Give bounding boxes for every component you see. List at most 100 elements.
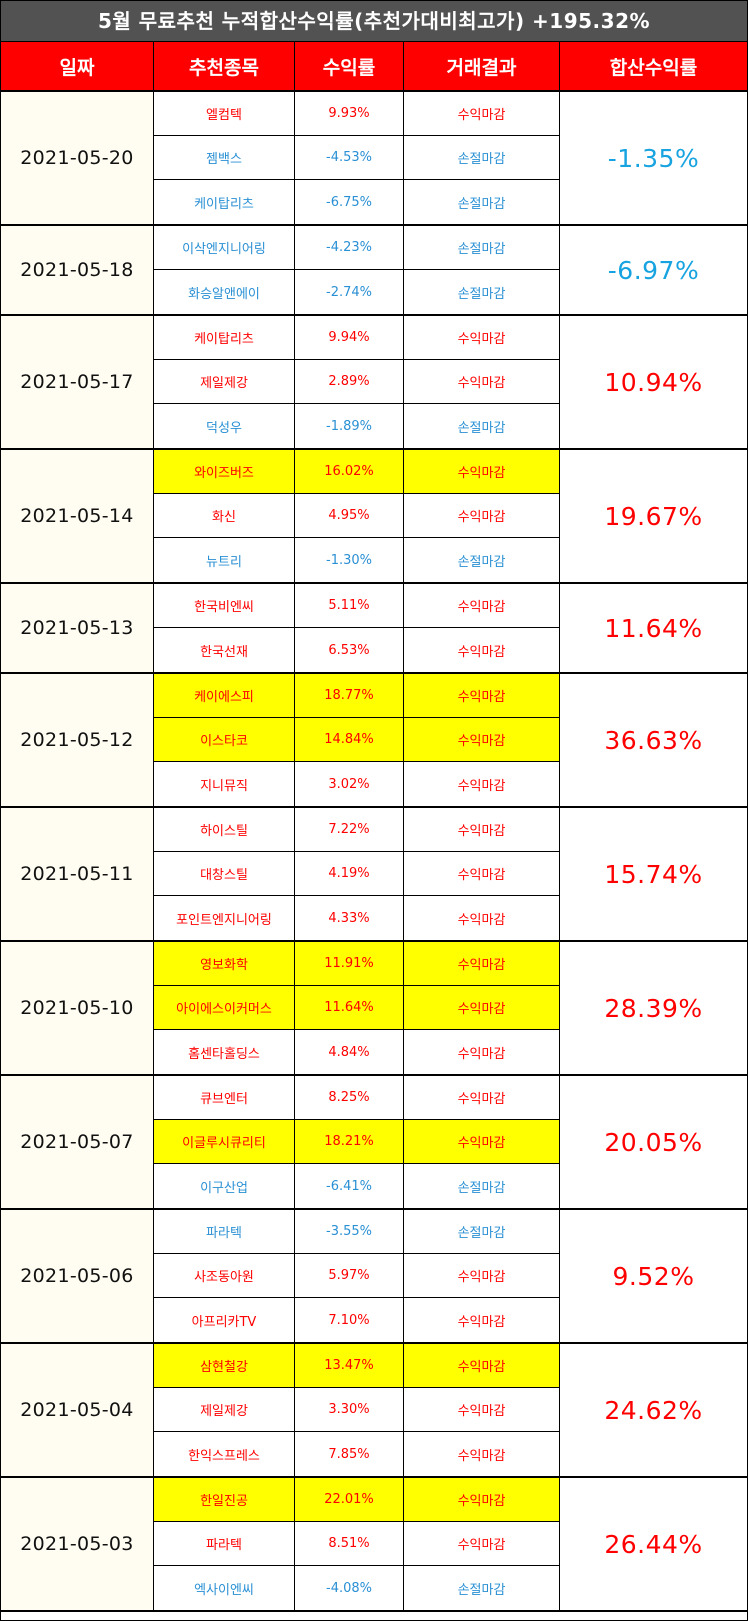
date-group: 2021-05-11 하이스틸 7.22% 수익마감 대창스틸 4.19% 수익마감 포인트엔… [1,808,747,942]
trade-result: 수익마감 [404,718,560,761]
stock-name: 영보화학 [154,942,295,985]
group-date: 2021-05-12 [1,674,154,806]
stock-name: 홈센타홀딩스 [154,1030,295,1074]
stock-name: 지니뮤직 [154,762,295,806]
return-rate: -6.75% [295,180,404,224]
group-date: 2021-05-17 [1,316,154,448]
group-total-return: 36.63% [604,725,703,755]
table-row: 하이스틸 7.22% 수익마감 [154,808,560,852]
group-date: 2021-05-10 [1,942,154,1074]
return-rate: 5.11% [295,584,404,627]
table-row: 엑사이엔씨 -4.08% 손절마감 [154,1566,560,1610]
stock-name: 엘컴텍 [154,92,295,135]
return-rate: 9.93% [295,92,404,135]
table-row: 파라텍 8.51% 수익마감 [154,1522,560,1566]
stock-name: 케이에스피 [154,674,295,717]
trade-result: 수익마감 [404,808,560,851]
trade-result: 수익마감 [404,942,560,985]
return-rate: -4.08% [295,1566,404,1610]
stock-name: 이구산업 [154,1164,295,1208]
trade-result: 손절마감 [404,538,560,582]
return-rate: -1.30% [295,538,404,582]
table-row: 대창스틸 4.19% 수익마감 [154,852,560,896]
group-total-return: 10.94% [604,367,703,397]
stock-name: 이글루시큐리티 [154,1120,295,1163]
trade-result: 손절마감 [404,404,560,448]
trade-result: 수익마감 [404,92,560,135]
trade-result: 수익마감 [404,1298,560,1342]
table-title: 5월 무료추천 누적합산수익률(추천가대비최고가) +195.32% [1,1,747,41]
table-row: 케이에스피 18.77% 수익마감 [154,674,560,718]
stock-name: 케이탑리츠 [154,180,295,224]
group-rows: 케이탑리츠 9.94% 수익마감 제일제강 2.89% 수익마감 덕성우 -1.89% 손절마감 [154,316,560,448]
trade-result: 수익마감 [404,1522,560,1565]
group-date: 2021-05-13 [1,584,154,672]
table-row: 이글루시큐리티 18.21% 수익마감 [154,1120,560,1164]
table-row: 젬백스 -4.53% 손절마감 [154,136,560,180]
trade-result: 손절마감 [404,1164,560,1208]
stock-name: 제일제강 [154,360,295,403]
group-rows: 삼현철강 13.47% 수익마감 제일제강 3.30% 수익마감 한익스프레스 7.85% 수익… [154,1344,560,1476]
return-rate: -1.89% [295,404,404,448]
table-row: 큐브엔터 8.25% 수익마감 [154,1076,560,1120]
table-row: 제일제강 2.89% 수익마감 [154,360,560,404]
group-total-return: -6.97% [607,255,700,285]
table-row: 뉴트리 -1.30% 손절마감 [154,538,560,582]
return-rate: 5.97% [295,1254,404,1297]
return-rate: 7.85% [295,1432,404,1476]
return-rate: 4.33% [295,896,404,940]
table-row: 홈센타홀딩스 4.84% 수익마감 [154,1030,560,1074]
date-group: 2021-05-06 파라텍 -3.55% 손절마감 사조동아원 5.97% 수익마감 아프리… [1,1210,747,1344]
group-total-return: 9.52% [612,1261,695,1291]
trade-result: 수익마감 [404,1254,560,1297]
trade-result: 수익마감 [404,674,560,717]
return-rate: 4.19% [295,852,404,895]
return-rate: 3.02% [295,762,404,806]
stock-name: 한국선재 [154,628,295,672]
stock-name: 하이스틸 [154,808,295,851]
table-row: 아이에스이커머스 11.64% 수익마감 [154,986,560,1030]
group-rows: 엘컴텍 9.93% 수익마감 젬백스 -4.53% 손절마감 케이탑리츠 -6.75% 손절마감 [154,92,560,224]
stock-name: 대창스틸 [154,852,295,895]
stock-name: 제일제강 [154,1388,295,1431]
return-rate: -2.74% [295,270,404,314]
trade-result: 수익마감 [404,360,560,403]
group-total-return: 11.64% [604,613,703,643]
table-body: 2021-05-20 엘컴텍 9.93% 수익마감 젬백스 -4.53% 손절마감 케이탑리츠… [1,92,747,1612]
group-total-return: 26.44% [604,1529,703,1559]
header-total: 합산수익률 [609,56,698,79]
date-group: 2021-05-04 삼현철강 13.47% 수익마감 제일제강 3.30% 수익마감 한익스… [1,1344,747,1478]
stock-name: 이삭엔지니어링 [154,226,295,269]
stock-name: 젬백스 [154,136,295,179]
table-row: 영보화학 11.91% 수익마감 [154,942,560,986]
group-date: 2021-05-18 [1,226,154,314]
trade-result: 수익마감 [404,1076,560,1119]
stock-name: 파라텍 [154,1522,295,1565]
header-rate: 수익률 [295,42,404,90]
trade-result: 손절마감 [404,136,560,179]
stock-name: 한익스프레스 [154,1432,295,1476]
stock-name: 뉴트리 [154,538,295,582]
table-row: 화신 4.95% 수익마감 [154,494,560,538]
header-stock: 추천종목 [154,42,295,90]
trade-result: 손절마감 [404,1210,560,1253]
group-rows: 한일진공 22.01% 수익마감 파라텍 8.51% 수익마감 엑사이엔씨 -4.08% 손절마… [154,1478,560,1610]
return-rate: 2.89% [295,360,404,403]
stock-name: 포인트엔지니어링 [154,896,295,940]
stock-name: 아프리카TV [154,1298,295,1342]
group-total-return: 19.67% [604,501,703,531]
return-rate: 11.64% [295,986,404,1029]
date-group: 2021-05-12 케이에스피 18.77% 수익마감 이스타코 14.84% 수익마감 지… [1,674,747,808]
table-row: 삼현철강 13.47% 수익마감 [154,1344,560,1388]
trade-result: 수익마감 [404,762,560,806]
stock-name: 아이에스이커머스 [154,986,295,1029]
stock-name: 와이즈버즈 [154,450,295,493]
date-group: 2021-05-10 영보화학 11.91% 수익마감 아이에스이커머스 11.64% 수익… [1,942,747,1076]
trade-result: 수익마감 [404,1478,560,1521]
table-row: 한국선재 6.53% 수익마감 [154,628,560,672]
table-row: 이삭엔지니어링 -4.23% 손절마감 [154,226,560,270]
stock-name: 한일진공 [154,1478,295,1521]
trade-result: 수익마감 [404,852,560,895]
stock-name: 화신 [154,494,295,537]
